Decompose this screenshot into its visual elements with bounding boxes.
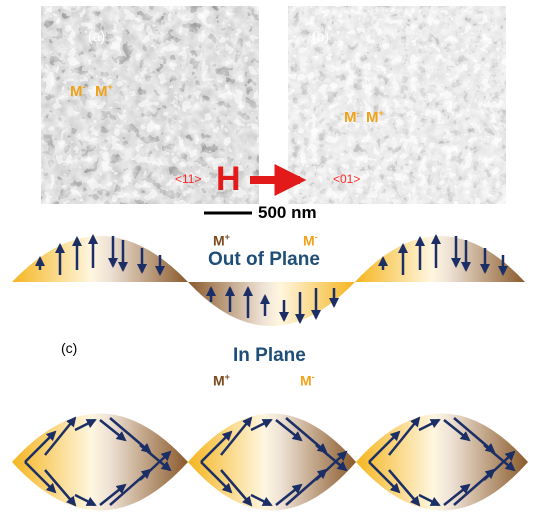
spin-inplane-arrow	[443, 419, 471, 442]
in-plane-arrows	[24, 416, 516, 507]
spin-inplane-arrow	[200, 461, 233, 494]
spin-inplane-arrow	[275, 419, 303, 442]
spin-inplane-arrow	[315, 450, 348, 481]
panel-b-m-minus: M-	[344, 108, 360, 126]
spin-inplane-arrow	[388, 416, 421, 456]
field-label: H	[216, 160, 241, 198]
spin-inplane-arrow	[443, 483, 471, 506]
spin-inplane-arrow	[250, 418, 273, 432]
panel-b-m-plus: M+	[366, 108, 384, 126]
spin-inplane-arrow	[24, 461, 57, 494]
oop-m-plus: M+	[213, 232, 230, 249]
panel-b-label: (b)	[312, 28, 330, 44]
spin-inplane-arrow	[220, 416, 253, 456]
spin-inplane-arrow	[44, 416, 77, 456]
ip-m-plus: M+	[213, 372, 230, 389]
panel-b-direction: <01>	[333, 172, 361, 186]
spin-inplane-arrow	[74, 418, 97, 432]
ip-m-minus: M-	[300, 372, 315, 389]
mfm-image-a	[41, 6, 259, 204]
spin-inplane-arrow	[139, 450, 172, 481]
spin-inplane-arrow	[139, 444, 172, 472]
spin-inplane-arrow	[44, 469, 77, 507]
spin-inplane-arrow	[275, 483, 303, 506]
mfm-image-b	[288, 6, 506, 204]
spin-inplane-arrow	[368, 461, 401, 494]
out-of-plane-arrows	[35, 234, 508, 324]
out-of-plane-title: Out of Plane	[208, 249, 320, 270]
in-plane-title: In Plane	[233, 345, 306, 366]
spin-inplane-arrow	[220, 469, 253, 507]
spin-inplane-arrow	[250, 493, 273, 507]
spin-inplane-arrow	[99, 483, 127, 506]
panel-c-label: (c)	[61, 340, 78, 356]
oop-m-minus: M-	[303, 232, 318, 249]
panel-a-m-minus: M-	[70, 82, 86, 100]
spin-inplane-arrow	[24, 430, 57, 463]
spin-inplane-arrow	[418, 418, 441, 432]
spin-inplane-arrow	[200, 430, 233, 463]
panel-a-label: (a)	[88, 28, 106, 44]
in-plane-wave	[12, 413, 528, 511]
spin-inplane-arrow	[483, 450, 516, 481]
spin-inplane-arrow	[315, 444, 348, 472]
spin-inplane-arrow	[418, 493, 441, 507]
spin-inplane-arrow	[368, 430, 401, 463]
spin-inplane-arrow	[483, 444, 516, 472]
spin-inplane-arrow	[99, 419, 127, 442]
panel-a-m-plus: M+	[95, 82, 113, 100]
spin-inplane-arrow	[388, 469, 421, 507]
scale-bar-label: 500 nm	[258, 203, 317, 222]
spin-inplane-arrow	[74, 493, 97, 507]
panel-a-direction: <11>	[175, 172, 202, 186]
